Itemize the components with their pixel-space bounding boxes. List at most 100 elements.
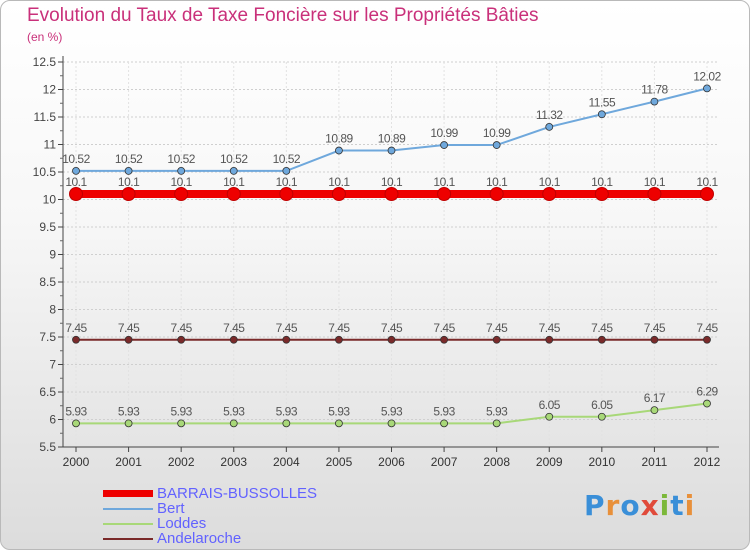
logo-letter: P xyxy=(584,489,606,522)
data-label: 5.93 xyxy=(328,404,350,418)
legend-label-andelaroche: Andelaroche xyxy=(157,530,242,547)
logo-letter: i xyxy=(659,489,671,522)
legend-swatch-barrais-bussolles xyxy=(103,490,153,497)
data-point xyxy=(229,166,238,175)
data-point xyxy=(440,335,448,344)
legend-item-bert: Bert xyxy=(103,501,317,516)
data-point xyxy=(597,412,606,421)
data-point xyxy=(177,166,186,175)
data-label: 7.45 xyxy=(644,321,666,335)
data-point xyxy=(282,166,291,175)
chart-title: Evolution du Taux de Taxe Foncière sur l… xyxy=(27,5,539,26)
data-point xyxy=(177,335,186,344)
data-point xyxy=(650,97,659,106)
y-tick-label: 11.5 xyxy=(34,110,57,124)
data-point xyxy=(703,335,711,344)
data-label: 10.1 xyxy=(65,175,87,189)
y-tick-label: 6.5 xyxy=(39,385,56,399)
legend-swatch-loddes xyxy=(103,522,153,525)
x-tick-label: 2003 xyxy=(220,455,247,469)
data-label: 11.32 xyxy=(536,108,563,122)
data-point xyxy=(492,335,501,344)
legend-item-loddes: Loddes xyxy=(103,516,317,531)
data-label: 10.52 xyxy=(220,152,248,166)
data-label: 6.05 xyxy=(539,398,561,412)
data-label: 7.45 xyxy=(381,321,403,335)
data-point xyxy=(700,187,714,201)
x-tick-label: 2000 xyxy=(63,455,90,469)
data-label: 10.52 xyxy=(167,152,195,166)
data-point xyxy=(69,187,83,201)
x-tick-label: 2012 xyxy=(694,455,721,469)
data-label: 10.1 xyxy=(118,175,140,189)
data-point xyxy=(387,146,396,155)
data-label: 10.1 xyxy=(696,175,718,189)
data-point xyxy=(387,419,396,428)
data-point xyxy=(437,187,452,201)
data-point xyxy=(174,187,189,201)
data-label: 5.93 xyxy=(433,404,455,418)
data-point xyxy=(647,187,662,201)
data-point xyxy=(229,335,238,344)
data-point xyxy=(124,166,133,175)
data-point xyxy=(650,406,659,415)
data-label: 5.93 xyxy=(118,404,140,418)
data-point xyxy=(594,187,609,201)
data-point xyxy=(597,335,606,344)
logo-letter: o xyxy=(620,489,641,522)
data-label: 7.45 xyxy=(223,321,245,335)
x-tick-label: 2009 xyxy=(536,455,563,469)
y-tick-label: 6 xyxy=(49,413,56,427)
x-tick-label: 2006 xyxy=(378,455,405,469)
data-label: 7.45 xyxy=(118,321,140,335)
data-label: 7.45 xyxy=(696,321,718,335)
data-label: 7.45 xyxy=(170,321,192,335)
proxiti-logo: Proxiti xyxy=(584,489,695,522)
data-label: 10.52 xyxy=(115,152,143,166)
x-tick-label: 2002 xyxy=(168,455,195,469)
x-tick-label: 2005 xyxy=(326,455,353,469)
data-label: 6.29 xyxy=(696,385,718,399)
data-point xyxy=(650,335,659,344)
data-point xyxy=(545,412,554,421)
data-point xyxy=(440,141,448,149)
x-tick-label: 2011 xyxy=(642,455,668,469)
y-tick-label: 7.5 xyxy=(39,330,56,344)
data-label: 5.93 xyxy=(223,404,245,418)
data-label: 6.17 xyxy=(644,391,666,405)
legend-item-andelaroche: Andelaroche xyxy=(103,531,317,546)
data-label: 10.99 xyxy=(483,126,511,140)
data-point xyxy=(177,419,186,428)
data-label: 10.1 xyxy=(170,175,192,189)
data-label: 10.1 xyxy=(539,175,561,189)
data-point xyxy=(542,187,557,201)
data-point xyxy=(703,84,711,93)
data-label: 5.93 xyxy=(65,404,87,418)
y-tick-label: 8.5 xyxy=(39,275,56,289)
data-label: 11.55 xyxy=(589,95,616,109)
data-point xyxy=(545,335,554,344)
data-label: 5.93 xyxy=(381,404,403,418)
legend: BARRAIS-BUSSOLLES Bert Loddes Andelaroch… xyxy=(103,486,317,546)
data-point xyxy=(440,419,448,428)
data-label: 10.1 xyxy=(433,175,455,189)
y-tick-label: 7 xyxy=(49,358,56,372)
x-tick-label: 2008 xyxy=(483,455,510,469)
data-label: 7.45 xyxy=(328,321,350,335)
data-point xyxy=(124,335,133,344)
data-point xyxy=(335,419,343,428)
data-label: 10.1 xyxy=(381,175,403,189)
data-label: 7.45 xyxy=(276,321,298,335)
data-point xyxy=(703,399,711,408)
x-tick-label: 2010 xyxy=(588,455,615,469)
data-point xyxy=(72,166,80,175)
y-tick-label: 5.5 xyxy=(39,440,56,454)
data-label: 10.1 xyxy=(276,175,298,189)
data-label: 5.93 xyxy=(170,404,192,418)
data-label: 7.45 xyxy=(591,321,613,335)
data-label: 5.93 xyxy=(486,404,508,418)
data-label: 10.89 xyxy=(378,132,406,146)
legend-label-barrais-bussolles: BARRAIS-BUSSOLLES xyxy=(157,485,318,502)
